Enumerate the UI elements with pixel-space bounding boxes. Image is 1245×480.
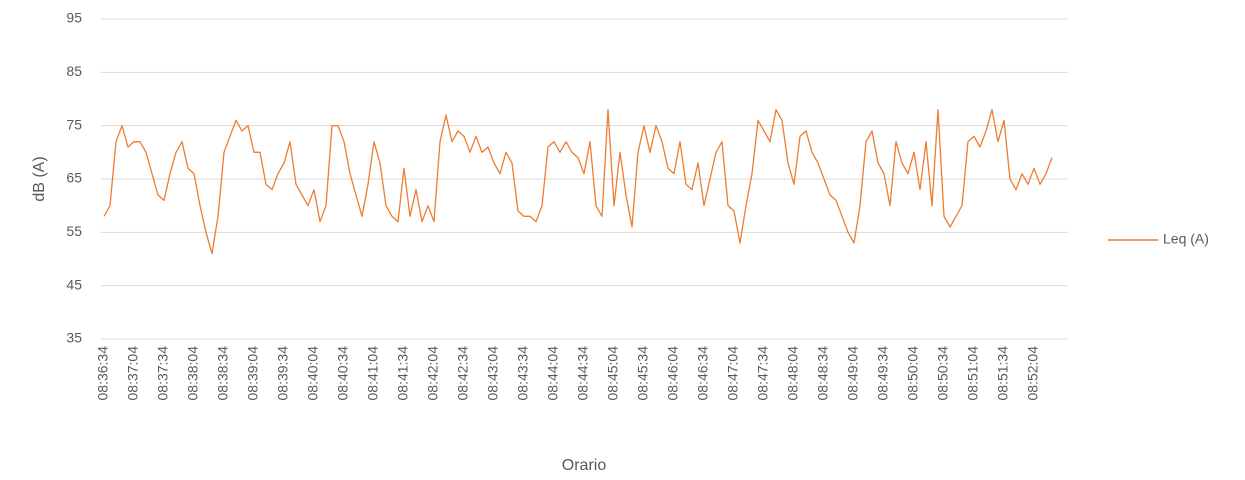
x-tick-label: 08:44:04	[545, 346, 561, 401]
x-tick-label: 08:41:34	[395, 346, 411, 401]
x-tick-label: 08:43:34	[515, 346, 531, 401]
x-tick-label: 08:42:04	[425, 346, 441, 401]
x-tick-label: 08:40:34	[335, 346, 351, 401]
legend-label: Leq (A)	[1163, 231, 1209, 247]
x-tick-label: 08:37:34	[155, 346, 171, 401]
x-tick-label: 08:44:34	[575, 346, 591, 401]
y-axis-title: dB (A)	[31, 156, 48, 201]
x-tick-label: 08:48:34	[815, 346, 831, 401]
x-tick-label: 08:47:34	[755, 346, 771, 401]
x-tick-label: 08:36:34	[95, 346, 111, 401]
series-line	[103, 109, 1053, 255]
x-tick-label: 08:50:34	[935, 346, 951, 401]
x-tick-label: 08:45:34	[635, 346, 651, 401]
y-tick-label: 95	[66, 10, 82, 26]
x-tick-label: 08:47:04	[725, 346, 741, 401]
y-tick-label: 65	[66, 170, 82, 186]
y-tick-label: 85	[66, 63, 82, 79]
x-tick-label: 08:38:34	[215, 346, 231, 401]
x-tick-label: 08:52:04	[1025, 346, 1041, 401]
x-tick-label: 08:51:34	[995, 346, 1011, 401]
x-tick-label: 08:43:04	[485, 346, 501, 401]
x-tick-label: 08:46:04	[665, 346, 681, 401]
x-tick-label: 08:49:04	[845, 346, 861, 401]
x-tick-label: 08:40:04	[305, 346, 321, 401]
y-tick-label: 35	[66, 330, 82, 346]
x-tick-label: 08:39:34	[275, 346, 291, 401]
y-tick-label: 55	[66, 223, 82, 239]
x-tick-label: 08:42:34	[455, 346, 471, 401]
x-tick-label: 08:49:34	[875, 346, 891, 401]
x-tick-label: 08:38:04	[185, 346, 201, 401]
x-tick-label: 08:51:04	[965, 346, 981, 401]
x-tick-label: 08:37:04	[125, 346, 141, 401]
y-tick-label: 45	[66, 276, 82, 292]
x-axis-title: Orario	[562, 457, 607, 474]
x-tick-label: 08:41:04	[365, 346, 381, 401]
x-tick-label: 08:46:34	[695, 346, 711, 401]
x-tick-label: 08:50:04	[905, 346, 921, 401]
x-tick-label: 08:39:04	[245, 346, 261, 401]
x-tick-label: 08:45:04	[605, 346, 621, 401]
y-tick-label: 75	[66, 116, 82, 132]
x-tick-label: 08:48:04	[785, 346, 801, 401]
